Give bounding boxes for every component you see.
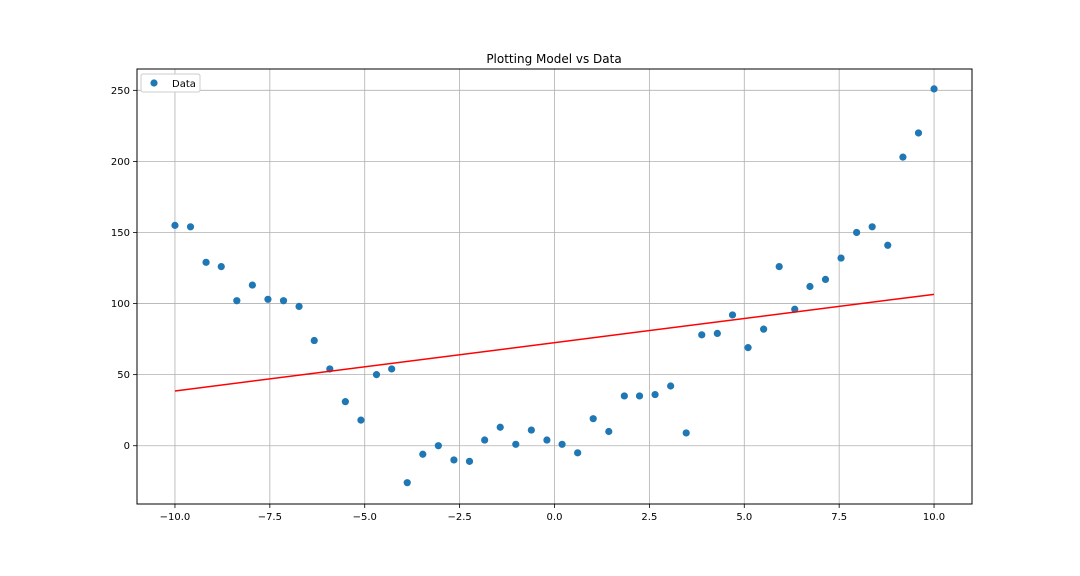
data-point xyxy=(419,450,427,458)
data-point xyxy=(821,275,830,283)
data-point xyxy=(775,262,783,271)
data-point xyxy=(620,392,628,400)
ticks: −10.0 −7.5 −5.0 −2.5 0.0 2.5 5.0 7.5 10.0 0 50 100 1… xyxy=(111,86,945,523)
legend-label-data: Data xyxy=(172,79,196,90)
x-tick-label: −2.5 xyxy=(447,512,471,523)
data-point xyxy=(635,392,644,400)
legend-marker-data xyxy=(150,79,158,87)
data-point xyxy=(667,382,675,390)
data-point xyxy=(388,365,396,373)
data-point xyxy=(481,436,489,444)
data-point xyxy=(806,282,814,291)
data-point xyxy=(760,325,768,333)
data-point xyxy=(698,331,706,339)
data-point xyxy=(914,129,923,137)
data-point xyxy=(853,228,861,237)
data-point xyxy=(465,457,474,465)
data-point xyxy=(434,442,442,450)
data-point xyxy=(512,440,520,448)
data-point xyxy=(186,223,195,231)
data-point xyxy=(543,436,551,444)
chart-title: Plotting Model vs Data xyxy=(486,52,621,66)
data-point xyxy=(574,449,582,457)
data-point xyxy=(295,302,303,311)
data-point xyxy=(884,241,892,249)
data-point xyxy=(651,390,659,399)
y-tick-label: 250 xyxy=(111,86,130,97)
data-point xyxy=(728,311,737,319)
y-tick-label: 100 xyxy=(111,299,130,310)
data-point xyxy=(248,281,256,289)
data-point xyxy=(372,371,381,379)
data-point xyxy=(837,254,845,262)
x-tick-label: 0.0 xyxy=(547,512,563,523)
series xyxy=(171,85,938,487)
data-point xyxy=(310,336,318,345)
x-tick-label: −10.0 xyxy=(160,512,191,523)
data-point xyxy=(868,223,876,231)
data-point xyxy=(450,456,458,464)
y-tick-label: 0 xyxy=(124,441,130,452)
data-point xyxy=(744,344,752,352)
data-point xyxy=(930,85,938,93)
data-point xyxy=(171,221,179,229)
data-point xyxy=(713,329,721,338)
x-tick-label: −5.0 xyxy=(353,512,377,523)
grid xyxy=(137,69,972,504)
data-point xyxy=(558,440,566,448)
data-point xyxy=(899,153,907,161)
x-tick-label: 10.0 xyxy=(923,512,945,523)
y-tick-label: 200 xyxy=(111,157,130,168)
data-point xyxy=(496,423,504,431)
y-tick-label: 50 xyxy=(117,370,130,381)
legend-box xyxy=(140,73,201,93)
data-point xyxy=(403,479,411,487)
data-point xyxy=(202,258,210,266)
x-tick-label: 2.5 xyxy=(641,512,657,523)
x-tick-label: 5.0 xyxy=(736,512,752,523)
data-point xyxy=(589,415,597,423)
data-point xyxy=(682,429,690,437)
data-point xyxy=(605,427,613,436)
data-point xyxy=(217,262,225,271)
data-point xyxy=(233,297,241,305)
data-point xyxy=(341,398,349,406)
data-point xyxy=(357,416,365,424)
data-point xyxy=(279,297,288,305)
model-line xyxy=(174,293,935,392)
x-tick-label: 7.5 xyxy=(831,512,847,523)
data-point xyxy=(791,305,799,313)
data-point xyxy=(264,295,272,303)
plot-frame xyxy=(136,68,973,505)
legend: Data xyxy=(140,73,201,93)
y-tick-label: 150 xyxy=(111,228,130,239)
x-tick-label: −7.5 xyxy=(258,512,282,523)
data-point xyxy=(527,426,535,434)
